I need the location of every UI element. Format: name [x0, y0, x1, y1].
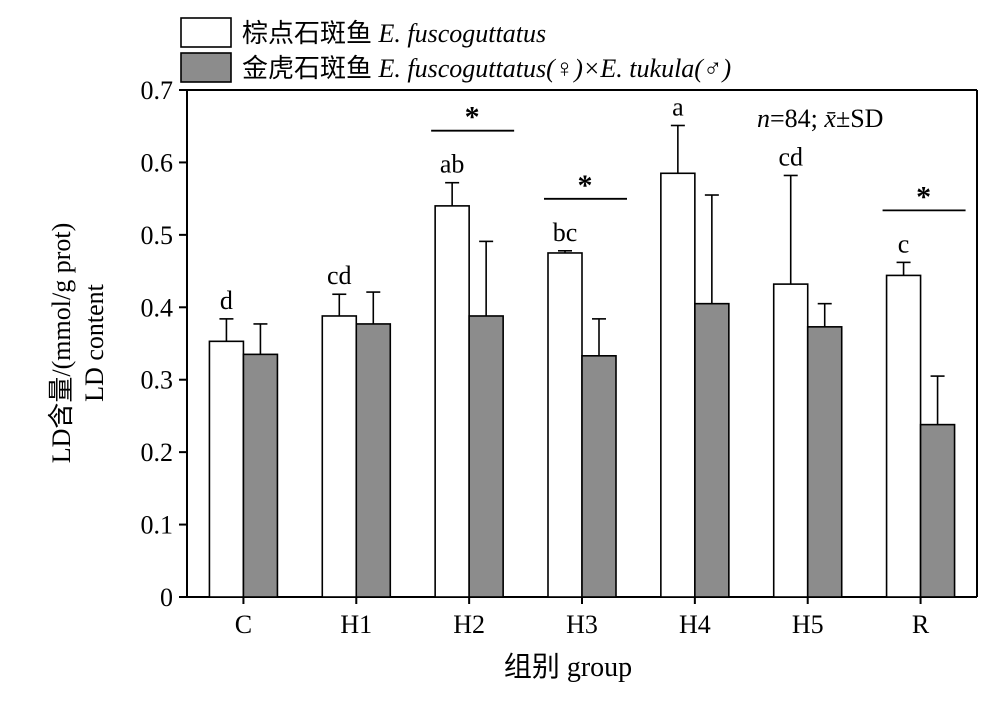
significance-letter: a — [672, 92, 684, 121]
significance-asterisk: * — [578, 169, 593, 202]
y-tick-label: 0.1 — [141, 511, 174, 540]
significance-letter: c — [898, 229, 910, 258]
x-tick-label: R — [912, 610, 930, 639]
bar-series-1 — [434, 205, 470, 598]
x-tick-label: C — [235, 610, 252, 639]
bar-series-2 — [468, 315, 504, 598]
significance-letter: bc — [553, 218, 578, 247]
bar-series-1 — [660, 172, 696, 598]
significance-letter: d — [220, 286, 233, 315]
x-tick-label: H5 — [792, 610, 824, 639]
bar-series-1 — [208, 340, 245, 598]
significance-letter: cd — [327, 261, 352, 290]
y-axis-subtitle: LD content — [80, 283, 109, 401]
y-tick-label: 0.6 — [141, 148, 174, 177]
bar-series-2 — [694, 302, 730, 598]
y-tick-label: 0.7 — [141, 76, 174, 105]
y-tick-label: 0 — [160, 583, 173, 612]
x-tick-label: H1 — [340, 610, 372, 639]
y-tick-label: 0.3 — [141, 366, 174, 395]
y-tick-label: 0.5 — [141, 221, 174, 250]
bar-series-1 — [772, 283, 809, 598]
significance-asterisk: * — [916, 180, 931, 213]
legend-label: 金虎石斑鱼 E. fuscoguttatus(♀)×E. tukula(♂) — [242, 54, 731, 83]
legend-label: 棕点石斑鱼 E. fuscoguttatus — [242, 19, 546, 48]
bar-series-1 — [321, 315, 358, 598]
bar-series-2 — [919, 423, 956, 598]
bar-series-2 — [806, 326, 843, 598]
bar-series-1 — [547, 252, 583, 598]
plot-area: 0 0.1 0.2 0.3 0.4 0.5 0.6 0.7 Cd H1 cd H2 ab H3 bc H4 a H… — [141, 76, 978, 639]
legend: 棕点石斑鱼 E. fuscoguttatus 金虎石斑鱼 E. fuscogutt… — [180, 17, 731, 83]
bar-series-2 — [355, 323, 392, 598]
bar-series-2 — [581, 355, 617, 598]
y-axis-title: LD含量/(mmol/g prot) — [47, 223, 76, 463]
x-axis-title: 组别 group — [504, 651, 632, 683]
bar-series-2 — [242, 353, 279, 598]
x-tick-label: H2 — [453, 610, 485, 639]
x-tick-label: H3 — [566, 610, 598, 639]
bar-series-1 — [885, 274, 922, 598]
significance-asterisk: * — [465, 101, 480, 134]
legend-swatch-series-2 — [180, 52, 232, 83]
y-tick-label: 0.4 — [141, 293, 174, 322]
legend-swatch-series-1 — [180, 17, 232, 48]
sample-annotation: n=84; x̄±SD — [757, 104, 883, 133]
x-tick-label: H4 — [679, 610, 711, 639]
significance-letter: cd — [778, 142, 803, 171]
y-tick-label: 0.2 — [141, 438, 174, 467]
significance-letter: ab — [440, 150, 465, 179]
